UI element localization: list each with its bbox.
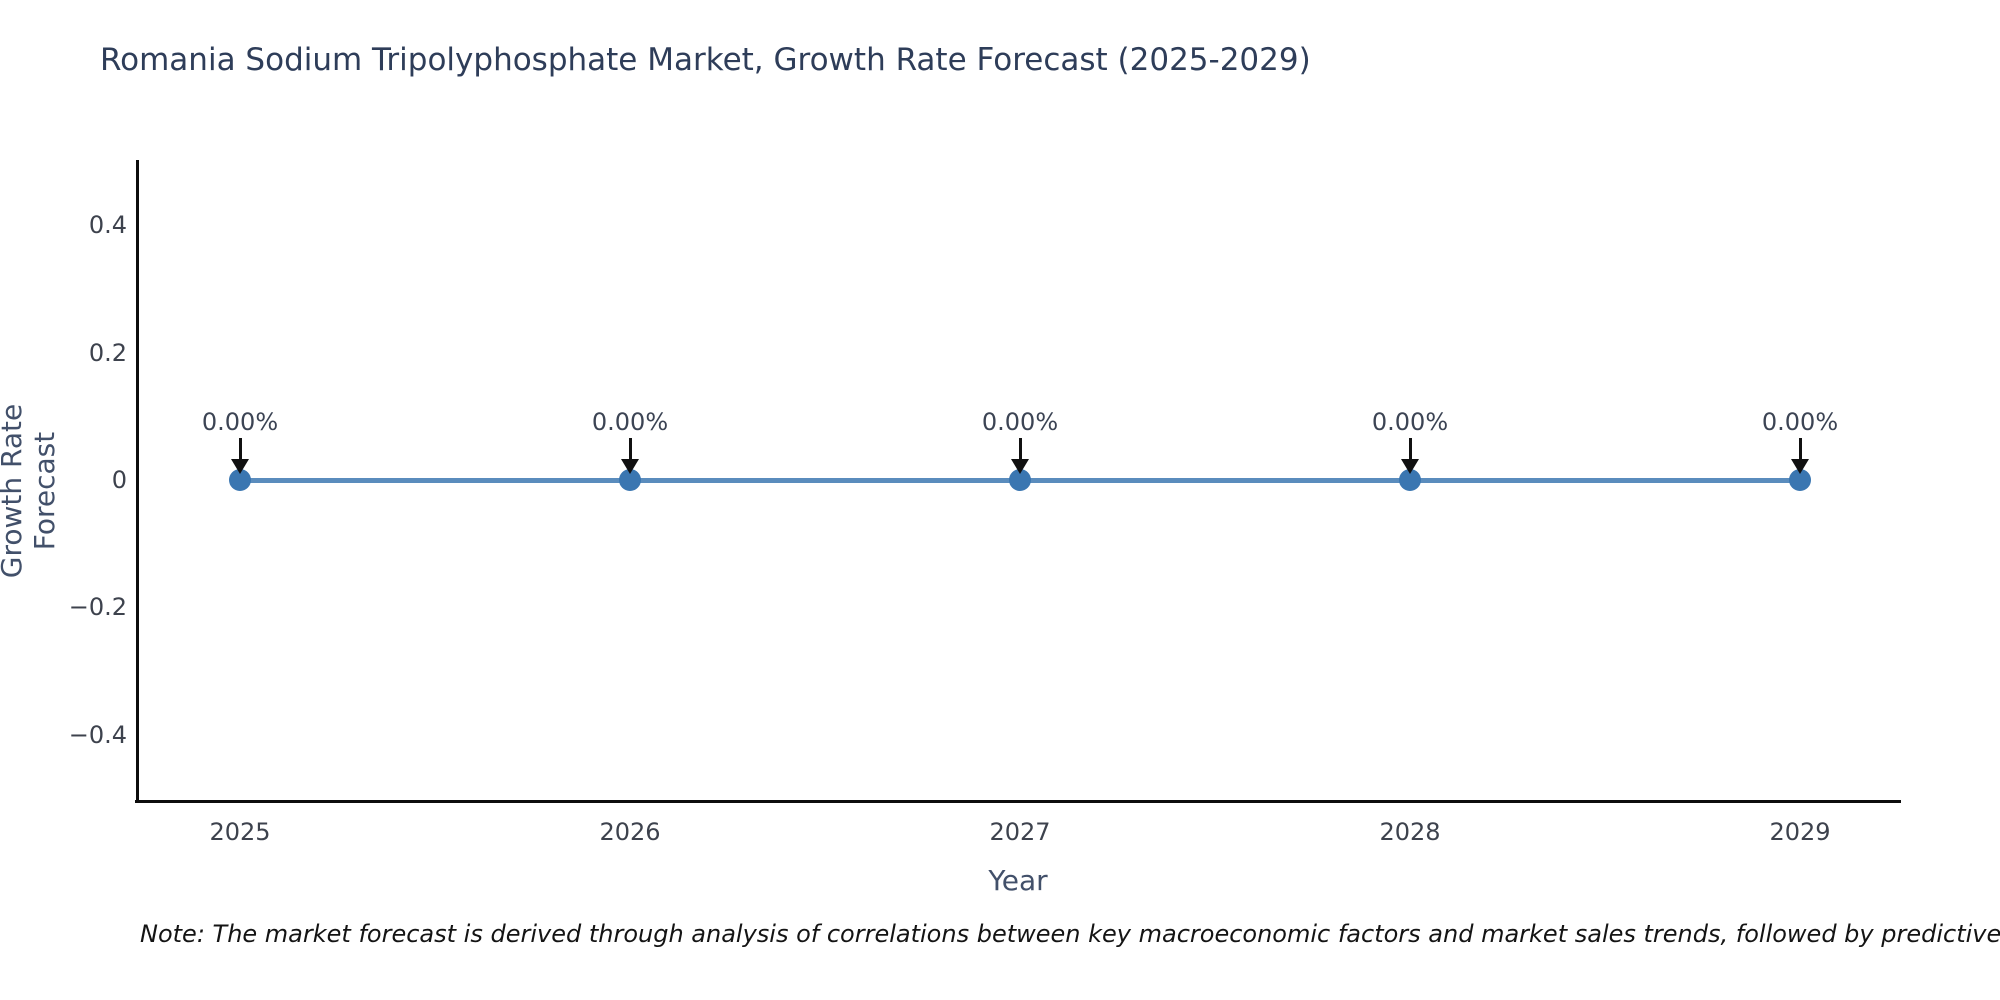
y-tick-label: 0.2 <box>88 338 127 367</box>
data-point-marker <box>1789 469 1811 491</box>
annotation-arrow-stem <box>238 438 242 461</box>
annotation-arrowhead-icon <box>231 459 249 474</box>
y-tick-label: 0 <box>111 466 127 494</box>
x-axis-title: Year <box>988 864 1048 897</box>
footnote: Note: The market forecast is derived thr… <box>140 920 2000 948</box>
x-tick-label: 2026 <box>599 818 661 846</box>
data-point-marker <box>619 469 641 491</box>
point-value-label: 0.00% <box>201 408 279 436</box>
annotation-arrowhead-icon <box>1011 459 1029 474</box>
annotation-arrowhead-icon <box>621 459 639 474</box>
annotation-arrow-stem <box>1018 438 1022 461</box>
point-value-label: 0.00% <box>591 408 669 436</box>
y-axis-title: Growth Rate Forecast <box>0 403 61 579</box>
annotation-arrow-stem <box>628 438 632 461</box>
point-value-label: 0.00% <box>981 408 1059 436</box>
y-axis-spine <box>136 160 139 803</box>
annotation-arrow-stem <box>1798 438 1802 461</box>
data-point-marker <box>1399 469 1421 491</box>
data-point-marker <box>1009 469 1031 491</box>
point-value-label: 0.00% <box>1371 408 1449 436</box>
annotation-arrowhead-icon <box>1401 459 1419 474</box>
x-tick-label: 2028 <box>1379 818 1441 846</box>
data-point-marker <box>229 469 251 491</box>
y-tick-label: −0.2 <box>68 593 127 622</box>
x-tick-label: 2027 <box>989 818 1051 846</box>
annotation-arrowhead-icon <box>1791 459 1809 474</box>
point-value-label: 0.00% <box>1761 408 1839 436</box>
annotation-arrow-stem <box>1408 438 1412 461</box>
x-tick-label: 2025 <box>209 818 271 846</box>
y-tick-label: 0.4 <box>88 211 127 240</box>
x-tick-label: 2029 <box>1769 818 1831 846</box>
x-axis-spine <box>135 800 1901 803</box>
y-tick-label: −0.4 <box>68 720 127 749</box>
chart-title: Romania Sodium Tripolyphosphate Market, … <box>100 42 1311 78</box>
